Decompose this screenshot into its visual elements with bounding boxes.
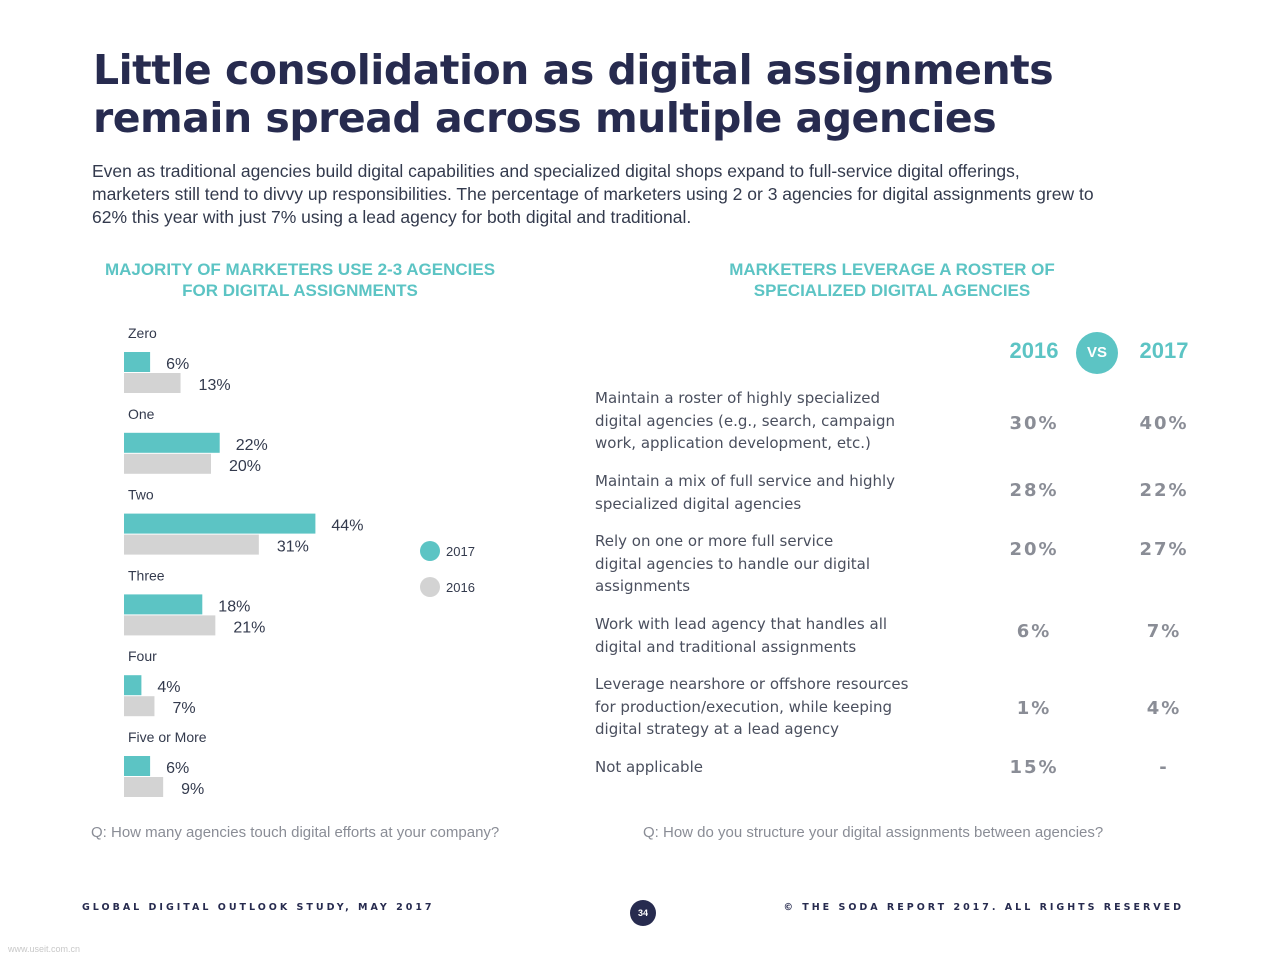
- vs-badge: VS: [1076, 332, 1118, 374]
- table-row-label-line: specialized digital agencies: [595, 494, 802, 513]
- table-row-label: Work with lead agency that handles all di…: [595, 613, 925, 658]
- table-row-label-line: Maintain a roster of highly specialized: [595, 389, 881, 407]
- table-value-2016: 6%: [1016, 621, 1052, 642]
- intro-line: Even as traditional agencies build digit…: [92, 161, 1020, 181]
- legend-label-2017: 2017: [446, 544, 475, 559]
- table-row-label-line: Maintain a mix of full service and highl…: [595, 472, 896, 490]
- table-row-label-line: Not applicable: [595, 758, 703, 776]
- bar-chart-title-line: FOR DIGITAL ASSIGNMENTS: [182, 281, 418, 300]
- bar-2016: [124, 777, 164, 797]
- category-label: One: [128, 406, 155, 422]
- table-row-label-line: Rely on one or more full service: [595, 532, 834, 550]
- bar-2016: [124, 615, 216, 636]
- agency-count-bar-chart: Zero 6% 13% One 22% 20% Two 44% 31% Three 18% 21% Fo…: [124, 325, 475, 798]
- bar-chart-title-line: MAJORITY OF MARKETERS USE 2-3 AGENCIES: [104, 260, 496, 279]
- table-row-label-line: assignments: [595, 577, 691, 595]
- column-header-2016: 2016: [1009, 338, 1059, 363]
- table-row-label-line: for production/execution, while keeping: [595, 697, 893, 716]
- table-title-line: SPECIALIZED DIGITAL AGENCIES: [753, 281, 1031, 300]
- data-label-2017: 4%: [157, 679, 180, 696]
- table-row-label-line: work, application development, etc.): [595, 434, 871, 452]
- table-row-label: Maintain a roster of highly specialized d…: [595, 387, 925, 455]
- table-row-label-line: Leverage nearshore or offshore resources: [595, 675, 909, 693]
- bar-2017: [124, 432, 220, 453]
- table-value-2016: 30%: [1009, 413, 1059, 434]
- legend-swatch-2017: [420, 541, 440, 561]
- bar-chart-question: Q: How many agencies touch digital effor…: [91, 824, 500, 841]
- table-value-2017: 40%: [1139, 413, 1189, 434]
- data-label-2017: 6%: [166, 760, 189, 777]
- bar-2016: [124, 534, 259, 555]
- footer-copyright: © THE SODA REPORT 2017. ALL RIGHTS RESER…: [783, 902, 1184, 913]
- bar-2016: [124, 696, 155, 717]
- category-label: Two: [128, 487, 154, 503]
- data-label-2016: 21%: [233, 619, 265, 636]
- bar-chart-title: MAJORITY OF MARKETERS USE 2-3 AGENCIES F…: [70, 259, 530, 301]
- data-label-2016: 13%: [199, 377, 231, 394]
- data-label-2016: 20%: [229, 458, 261, 475]
- table-title: MARKETERS LEVERAGE A ROSTER OF SPECIALIZ…: [662, 259, 1122, 301]
- table-value-2017: 7%: [1146, 621, 1182, 642]
- table-value-2017: 22%: [1139, 480, 1189, 501]
- data-label-2017: 22%: [236, 437, 268, 454]
- table-value-2016: 28%: [1009, 480, 1059, 501]
- category-label: Zero: [128, 325, 157, 341]
- page-title-line: remain spread across multiple agencies: [93, 94, 997, 142]
- category-label: Four: [128, 648, 157, 664]
- bar-2016: [124, 373, 181, 393]
- category-label: Five or More: [128, 729, 207, 745]
- bar-2017: [124, 675, 142, 696]
- table-value-2017: 27%: [1139, 539, 1189, 560]
- data-label-2016: 7%: [172, 700, 195, 717]
- category-label: Three: [128, 567, 165, 583]
- legend-label-2016: 2016: [446, 580, 475, 595]
- column-header-2017: 2017: [1139, 338, 1189, 363]
- table-row-label-line: digital agencies to handle our digital: [595, 554, 871, 573]
- table-row-label-line: digital and traditional assignments: [595, 637, 857, 656]
- table-value-2016: 15%: [1009, 757, 1059, 778]
- table-value-2017: -: [1159, 757, 1169, 778]
- page-title: Little consolidation as digital assignme…: [93, 46, 1193, 142]
- table-row-label: Rely on one or more full service digital …: [595, 530, 925, 598]
- data-label-2016: 31%: [277, 539, 309, 556]
- data-label-2016: 9%: [181, 781, 204, 798]
- table-title-line: MARKETERS LEVERAGE A ROSTER OF: [729, 260, 1055, 279]
- page-number-badge: 34: [630, 900, 656, 926]
- bar-2017: [124, 352, 151, 372]
- data-label-2017: 6%: [166, 356, 189, 373]
- intro-line: marketers still tend to divvy up respons…: [92, 184, 1094, 204]
- intro-line: 62% this year with just 7% using a lead …: [92, 207, 692, 227]
- table-row-label-line: digital agencies (e.g., search, campaign: [595, 411, 896, 430]
- data-label-2017: 18%: [218, 598, 250, 615]
- bar-2017: [124, 756, 151, 776]
- intro-paragraph: Even as traditional agencies build digit…: [92, 160, 1202, 229]
- table-row-label-line: digital strategy at a lead agency: [595, 720, 839, 738]
- table-value-2016: 1%: [1016, 698, 1052, 719]
- table-row-label-line: Work with lead agency that handles all: [595, 615, 888, 633]
- table-value-2016: 20%: [1009, 539, 1059, 560]
- data-label-2017: 44%: [331, 518, 363, 535]
- legend-swatch-2016: [420, 577, 440, 597]
- bar-2017: [124, 594, 203, 615]
- table-row-label: Maintain a mix of full service and highl…: [595, 470, 925, 515]
- table-value-2017: 4%: [1146, 698, 1182, 719]
- table-row-label: Leverage nearshore or offshore resources…: [595, 673, 925, 741]
- bar-2017: [124, 513, 316, 534]
- page-title-line: Little consolidation as digital assignme…: [93, 46, 1054, 94]
- footer-study-name: GLOBAL DIGITAL OUTLOOK STUDY, MAY 2017: [82, 902, 435, 913]
- table-question: Q: How do you structure your digital ass…: [643, 824, 1104, 841]
- watermark: www.useit.com.cn: [8, 944, 81, 954]
- table-row-label: Not applicable: [595, 756, 925, 779]
- bar-2016: [124, 453, 211, 474]
